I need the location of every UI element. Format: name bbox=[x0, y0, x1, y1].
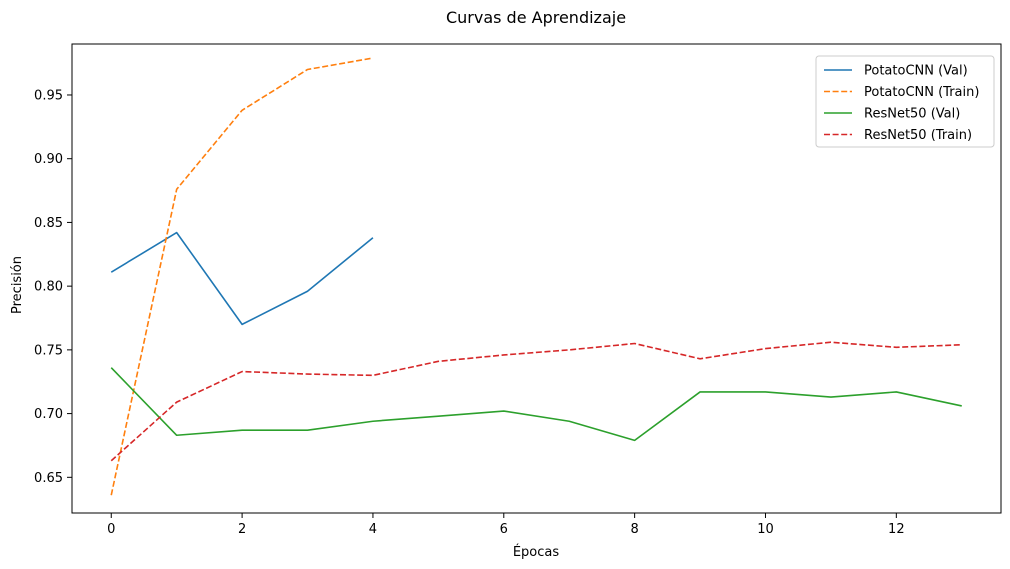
y-axis-ticks: 0.65 0.70 0.75 0.80 0.85 0.90 0.95 bbox=[34, 88, 72, 486]
x-tick-label: 2 bbox=[238, 522, 246, 537]
chart-title: Curvas de Aprendizaje bbox=[446, 8, 626, 27]
series-line-2 bbox=[110, 367, 962, 442]
y-tick-label: 0.80 bbox=[34, 280, 63, 295]
x-tick-label: 10 bbox=[757, 522, 774, 537]
x-tick-label: 8 bbox=[630, 522, 638, 537]
x-tick-label: 4 bbox=[369, 522, 377, 537]
y-axis-label: Precisión bbox=[10, 256, 25, 314]
y-tick-label: 0.65 bbox=[34, 471, 63, 486]
legend-label-1: PotatoCNN (Train) bbox=[864, 85, 979, 100]
legend-label-0: PotatoCNN (Val) bbox=[864, 64, 968, 79]
legend-label-2: ResNet50 (Val) bbox=[864, 107, 960, 122]
y-tick-label: 0.75 bbox=[34, 343, 63, 358]
plot-frame bbox=[71, 43, 1002, 514]
legend: PotatoCNN (Val) PotatoCNN (Train) ResNet50… bbox=[815, 55, 995, 148]
y-tick-label: 0.95 bbox=[34, 88, 63, 103]
series-line-3 bbox=[110, 341, 962, 462]
x-axis-label: Épocas bbox=[513, 544, 560, 560]
x-tick-label: 12 bbox=[888, 522, 905, 537]
x-tick-label: 0 bbox=[107, 522, 115, 537]
series-line-0 bbox=[110, 231, 374, 326]
y-tick-label: 0.70 bbox=[34, 407, 63, 422]
series-line-1 bbox=[110, 57, 374, 496]
x-tick-label: 6 bbox=[500, 522, 508, 537]
legend-box bbox=[815, 55, 995, 148]
y-tick-label: 0.85 bbox=[34, 216, 63, 231]
series-layer bbox=[110, 57, 962, 496]
legend-label-3: ResNet50 (Train) bbox=[864, 128, 972, 143]
y-tick-label: 0.90 bbox=[34, 152, 63, 167]
x-axis-ticks: 0 2 4 6 8 10 12 bbox=[107, 513, 905, 537]
